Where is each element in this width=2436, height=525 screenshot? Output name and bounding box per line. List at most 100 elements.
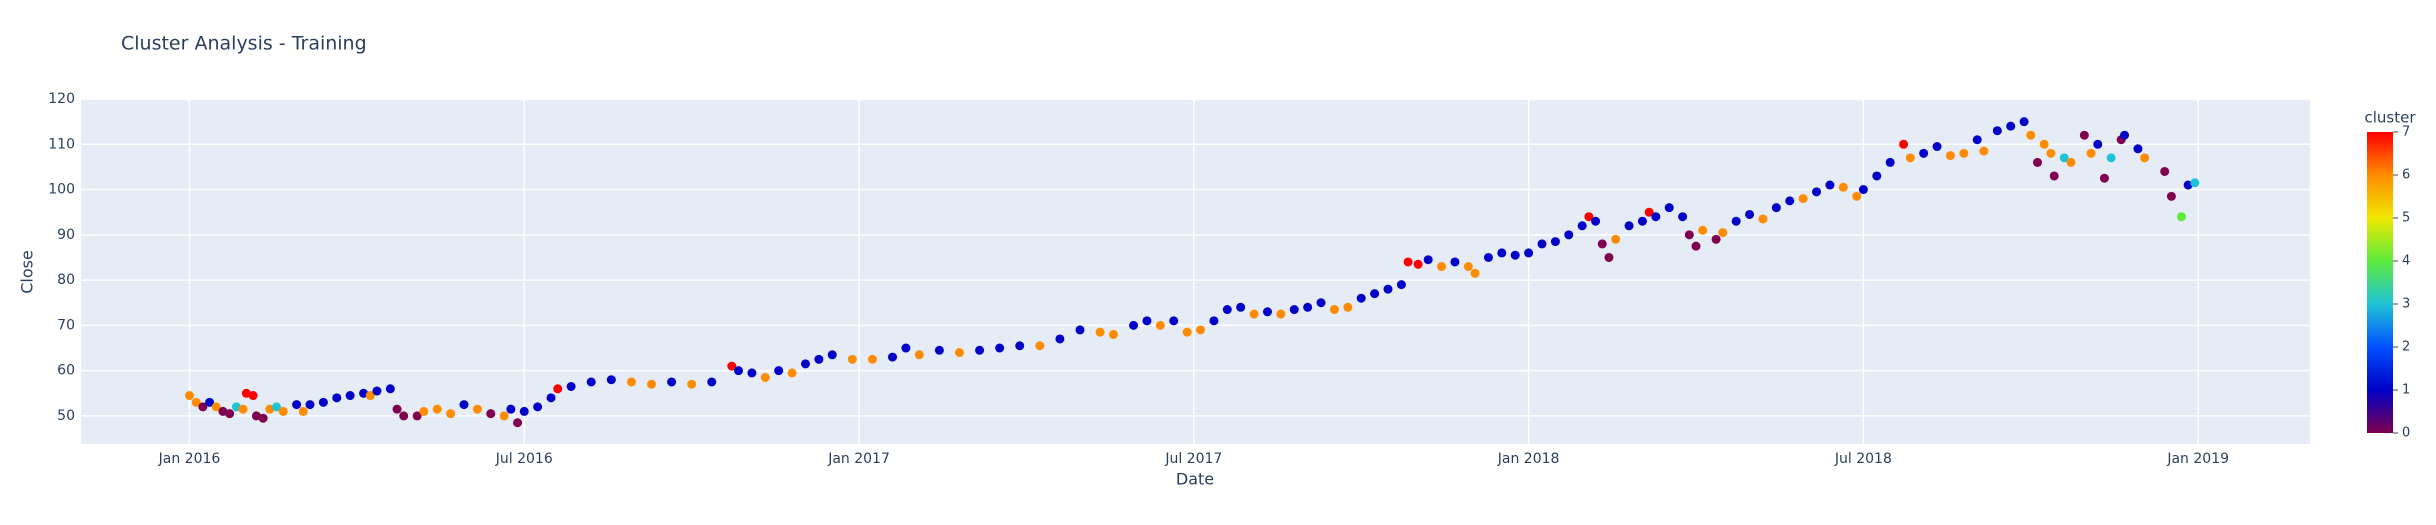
data-point: [1383, 284, 1393, 294]
data-point: [1329, 305, 1339, 315]
data-point: [1577, 221, 1587, 231]
data-point: [1798, 194, 1808, 204]
x-axis-title: Date: [1176, 470, 1214, 489]
data-point: [1838, 182, 1848, 192]
data-point: [258, 413, 268, 423]
data-point: [1108, 329, 1118, 339]
data-point: [1396, 280, 1406, 290]
colorbar-tick-label: 5: [2402, 211, 2410, 226]
data-point: [2026, 130, 2036, 140]
colorbar-tick-label: 0: [2402, 426, 2410, 441]
data-point: [2049, 171, 2059, 181]
data-point: [2019, 117, 2029, 127]
y-tick-label: 70: [57, 317, 75, 333]
data-point: [446, 409, 456, 419]
data-point: [1959, 148, 1969, 158]
y-tick-label: 50: [57, 408, 75, 424]
colorbar-tick-label: 2: [2402, 340, 2410, 355]
data-point: [1303, 302, 1313, 312]
data-point: [1899, 139, 1909, 149]
data-point: [1075, 325, 1085, 335]
data-point: [646, 379, 656, 389]
data-point: [1718, 228, 1728, 238]
data-point: [1664, 203, 1674, 213]
data-point: [1644, 207, 1654, 217]
data-point: [365, 391, 375, 401]
data-point: [934, 345, 944, 355]
data-point: [975, 345, 985, 355]
data-point: [278, 406, 288, 416]
data-point: [345, 391, 355, 401]
data-point: [2133, 144, 2143, 154]
data-point: [1905, 153, 1915, 163]
data-point: [292, 400, 302, 410]
data-point: [760, 372, 770, 382]
data-point: [1316, 298, 1326, 308]
data-point: [486, 409, 496, 419]
data-point: [432, 404, 442, 414]
data-point: [1129, 320, 1139, 330]
data-point: [1155, 320, 1165, 330]
data-point: [1597, 239, 1607, 249]
data-point: [248, 391, 258, 401]
data-point: [513, 418, 523, 428]
data-point: [2059, 153, 2069, 163]
data-point: [372, 386, 382, 396]
data-point: [546, 393, 556, 403]
data-point: [2099, 173, 2109, 183]
data-point: [847, 354, 857, 364]
data-point: [2046, 148, 2056, 158]
data-point: [1624, 221, 1634, 231]
data-point: [707, 377, 717, 387]
data-point: [1497, 248, 1507, 258]
data-point: [419, 406, 429, 416]
data-point: [1858, 185, 1868, 195]
data-point: [519, 406, 529, 416]
data-point: [1289, 305, 1299, 315]
data-point: [238, 404, 248, 414]
data-point: [954, 348, 964, 358]
data-point: [1992, 126, 2002, 136]
data-point: [1745, 209, 1755, 219]
data-point: [472, 404, 482, 414]
y-tick-label: 110: [48, 136, 75, 152]
data-point: [1209, 316, 1219, 326]
data-point: [626, 377, 636, 387]
data-point: [814, 354, 824, 364]
data-point: [1785, 196, 1795, 206]
data-point: [2079, 130, 2089, 140]
data-point: [827, 350, 837, 360]
x-tick-label: Jan 2018: [1497, 451, 1560, 467]
data-point: [1450, 257, 1460, 267]
data-point: [1236, 302, 1246, 312]
data-point: [1035, 341, 1045, 351]
colorbar-tick-label: 6: [2402, 168, 2410, 183]
data-point: [901, 343, 911, 353]
data-point: [800, 359, 810, 369]
data-point: [1885, 157, 1895, 167]
data-point: [1276, 309, 1286, 319]
data-point: [1771, 203, 1781, 213]
data-point: [566, 382, 576, 391]
data-point: [1356, 293, 1366, 303]
data-point: [1979, 146, 1989, 156]
data-point: [198, 402, 208, 412]
data-point: [1524, 248, 1534, 258]
data-point: [1711, 234, 1721, 244]
data-point: [225, 409, 235, 419]
data-point: [399, 411, 409, 421]
data-point: [1564, 230, 1574, 240]
chart-title: Cluster Analysis - Training: [121, 33, 367, 55]
data-point: [1055, 334, 1065, 344]
data-point: [2039, 139, 2049, 149]
data-point: [867, 354, 877, 364]
data-point: [1919, 148, 1929, 158]
data-point: [2093, 139, 2103, 149]
data-point: [1343, 302, 1353, 312]
data-point: [1872, 171, 1882, 181]
data-point: [1015, 341, 1025, 351]
colorbar-title: cluster: [2364, 109, 2416, 127]
data-point: [687, 379, 697, 389]
x-tick-label: Jul 2016: [495, 451, 553, 467]
